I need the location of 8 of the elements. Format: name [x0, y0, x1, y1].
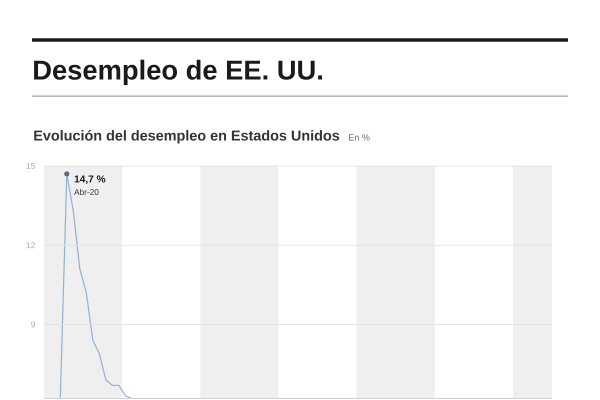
chart-subtitle: Evolución del desempleo en Estados Unidos — [34, 130, 340, 144]
y-tick-label: 12 — [26, 242, 35, 248]
y-tick-label: 9 — [31, 322, 35, 328]
annotation: Abr-20 — [74, 188, 99, 196]
y-axis-title: En % — [349, 134, 370, 141]
chart-title: Desempleo de EE. UU. — [34, 60, 322, 86]
y-tick-label: 15 — [26, 163, 35, 169]
annotation: 14,7 % — [74, 175, 106, 184]
